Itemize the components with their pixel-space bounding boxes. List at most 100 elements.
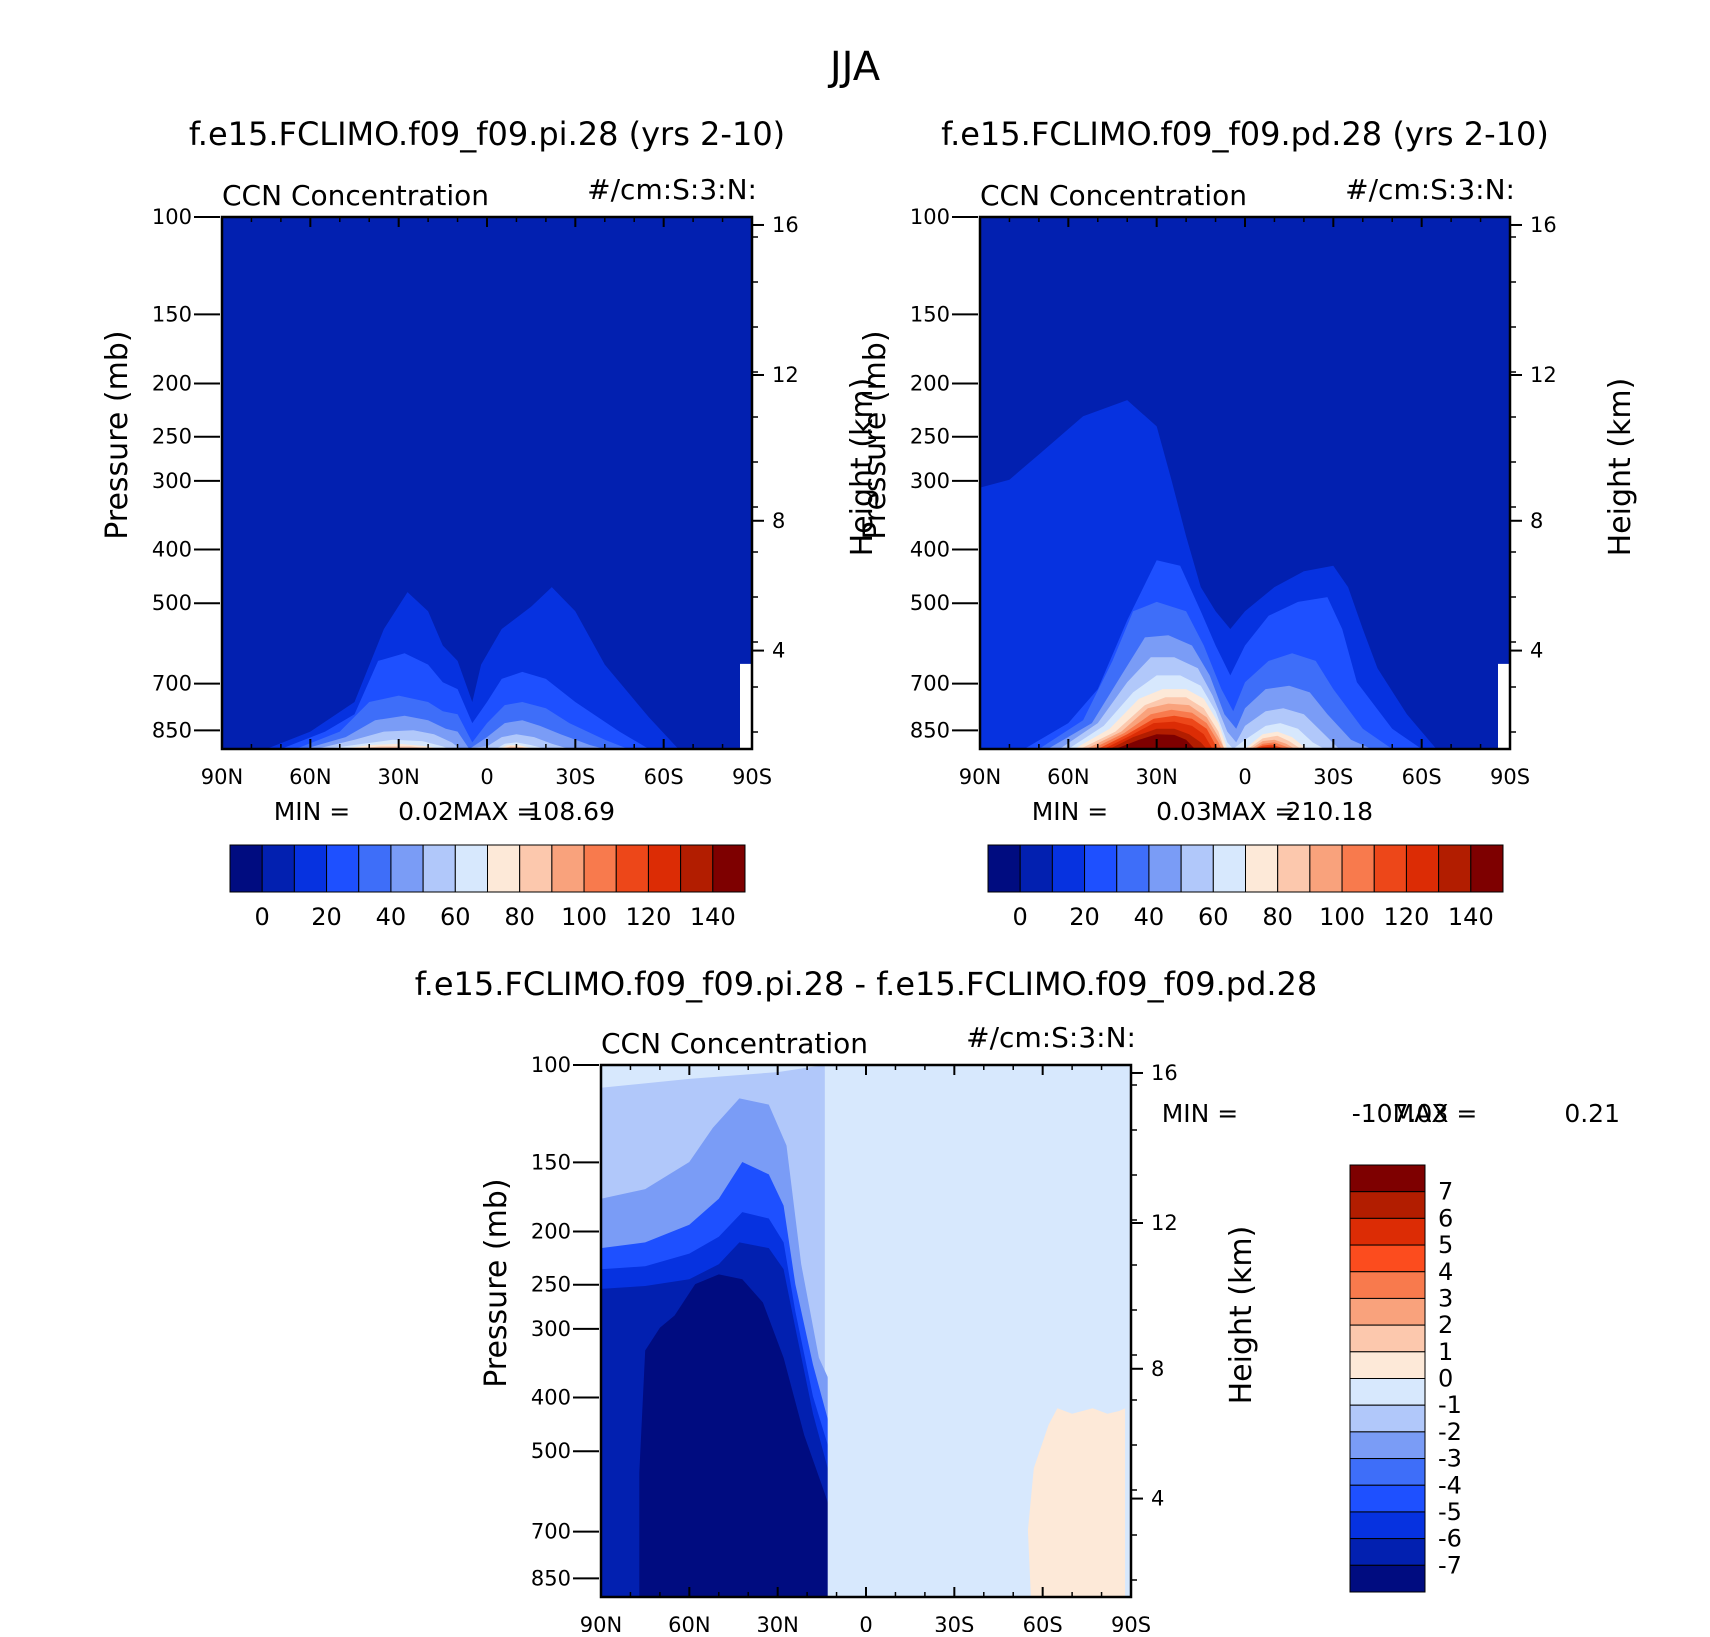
stat-min-value: 0.02 xyxy=(398,797,454,826)
colorbar-box xyxy=(1470,844,1504,893)
colorbar-label: 7 xyxy=(1438,1178,1453,1206)
colorbar-box xyxy=(454,844,488,893)
y-tick-label: 500 xyxy=(910,591,950,615)
plot-area xyxy=(222,217,752,749)
colorbar-label: 5 xyxy=(1438,1231,1453,1259)
y-tick-label: 500 xyxy=(152,591,192,615)
colorbar-box xyxy=(487,844,521,893)
colorbar-label: 80 xyxy=(504,903,535,931)
colorbar-box xyxy=(1349,1564,1426,1593)
contour-level-140 xyxy=(1115,734,1195,749)
y-tick-label: 300 xyxy=(152,469,192,493)
y-axis-label: Pressure (mb) xyxy=(858,330,893,539)
y-right-tick-label: 16 xyxy=(772,213,799,237)
colorbar-box xyxy=(1309,844,1343,893)
x-tick-label: 60N xyxy=(1047,765,1089,789)
y-tick-label: 850 xyxy=(531,1566,571,1590)
y-tick-label: 400 xyxy=(910,538,950,562)
colorbar-box xyxy=(1341,844,1375,893)
colorbar-box xyxy=(1349,1431,1426,1460)
colorbar-box xyxy=(1349,1191,1426,1219)
colorbar-label: -6 xyxy=(1438,1525,1462,1553)
colorbar-box xyxy=(1405,844,1440,893)
x-tick-label: 90N xyxy=(959,765,1001,789)
colorbar-box xyxy=(647,844,682,893)
y-tick-label: 700 xyxy=(531,1520,571,1544)
colorbar-label: 3 xyxy=(1438,1284,1453,1312)
y-tick-label: 100 xyxy=(152,205,192,229)
colorbar-label: -4 xyxy=(1438,1471,1462,1499)
panel-title: f.e15.FCLIMO.f09_f09.pi.28 (yrs 2-10) xyxy=(189,115,785,153)
panel-subtitle-right: #/cm:S:3:N: xyxy=(966,1021,1136,1054)
colorbar-box xyxy=(1349,1458,1426,1486)
colorbar-box xyxy=(551,844,585,893)
x-tick-label: 30S xyxy=(1313,765,1353,789)
y-axis-label: Pressure (mb) xyxy=(100,330,135,539)
y-right-tick-label: 12 xyxy=(1151,1211,1178,1235)
y-right-tick-label: 4 xyxy=(1151,1487,1164,1511)
colorbar-box xyxy=(583,844,617,893)
colorbar-label: 0 xyxy=(255,903,270,931)
colorbar-box xyxy=(615,844,649,893)
y-tick-label: 200 xyxy=(531,1220,571,1244)
colorbar-label: 140 xyxy=(1448,903,1494,931)
colorbar-box xyxy=(1084,844,1118,893)
y-right-tick-label: 8 xyxy=(1530,509,1543,533)
colorbar-box xyxy=(293,844,328,893)
colorbar-box xyxy=(1349,1378,1426,1406)
y-tick-label: 200 xyxy=(152,372,192,396)
y-tick-label: 300 xyxy=(910,469,950,493)
stat-min-value: 0.03 xyxy=(1156,797,1212,826)
colorbar-box xyxy=(326,844,360,893)
colorbar-box xyxy=(358,844,392,893)
colorbar-label: 140 xyxy=(690,903,736,931)
colorbar-label: 4 xyxy=(1438,1258,1453,1286)
stat-min-label: MIN = xyxy=(274,797,351,826)
stat-max-label: MAX = xyxy=(453,797,538,826)
stat-min-value: -107.03 xyxy=(1352,1099,1449,1128)
colorbar-box xyxy=(1349,1297,1426,1326)
panel-title: f.e15.FCLIMO.f09_f09.pi.28 - f.e15.FCLIM… xyxy=(415,965,1318,1003)
colorbar-label: 80 xyxy=(1262,903,1293,931)
colorbar-box xyxy=(1277,844,1311,893)
x-tick-label: 30N xyxy=(377,765,419,789)
colorbar-label: 6 xyxy=(1438,1204,1453,1232)
colorbar-label: 1 xyxy=(1438,1338,1453,1366)
panel-1: f.e15.FCLIMO.f09_f09.pi.28 (yrs 2-10) CCN… xyxy=(100,115,880,931)
x-tick-label: 60S xyxy=(1402,765,1442,789)
x-tick-label: 60S xyxy=(644,765,684,789)
colorbar-box xyxy=(1116,844,1150,893)
colorbar-label: 0 xyxy=(1013,903,1028,931)
colorbar-box xyxy=(1349,1484,1426,1513)
y-tick-label: 250 xyxy=(910,425,950,449)
y-tick-label: 850 xyxy=(152,718,192,742)
y-tick-label: 150 xyxy=(531,1150,571,1174)
colorbar-box xyxy=(1019,844,1053,893)
y-tick-label: 250 xyxy=(152,425,192,449)
y-tick-label: 500 xyxy=(531,1439,571,1463)
panel-2: f.e15.FCLIMO.f09_f09.pd.28 (yrs 2-10) CCN… xyxy=(858,115,1638,931)
colorbar-box xyxy=(712,844,746,893)
colorbar-label: 20 xyxy=(1069,903,1100,931)
x-tick-label: 30S xyxy=(934,1613,974,1632)
colorbar-label: 2 xyxy=(1438,1311,1453,1339)
y-right-axis-label: Height (km) xyxy=(845,378,880,557)
y-tick-label: 250 xyxy=(531,1273,571,1297)
colorbar-box xyxy=(1180,844,1214,893)
y-right-tick-label: 4 xyxy=(772,639,785,663)
stat-max-value: 108.69 xyxy=(528,797,615,826)
panel-subtitle-right: #/cm:S:3:N: xyxy=(1345,173,1515,206)
stat-min-label: MIN = xyxy=(1162,1099,1239,1128)
colorbar-label: 100 xyxy=(1319,903,1365,931)
y-right-tick-label: 12 xyxy=(1530,363,1557,387)
colorbar-label: -5 xyxy=(1438,1498,1462,1526)
x-tick-label: 60N xyxy=(668,1613,710,1632)
colorbar-label: -7 xyxy=(1438,1551,1462,1579)
colorbar-box xyxy=(1051,844,1086,893)
y-tick-label: 400 xyxy=(531,1386,571,1410)
colorbar-label: 40 xyxy=(1134,903,1165,931)
colorbar-box xyxy=(1349,1511,1426,1540)
y-tick-label: 150 xyxy=(910,302,950,326)
x-tick-label: 90N xyxy=(580,1613,622,1632)
